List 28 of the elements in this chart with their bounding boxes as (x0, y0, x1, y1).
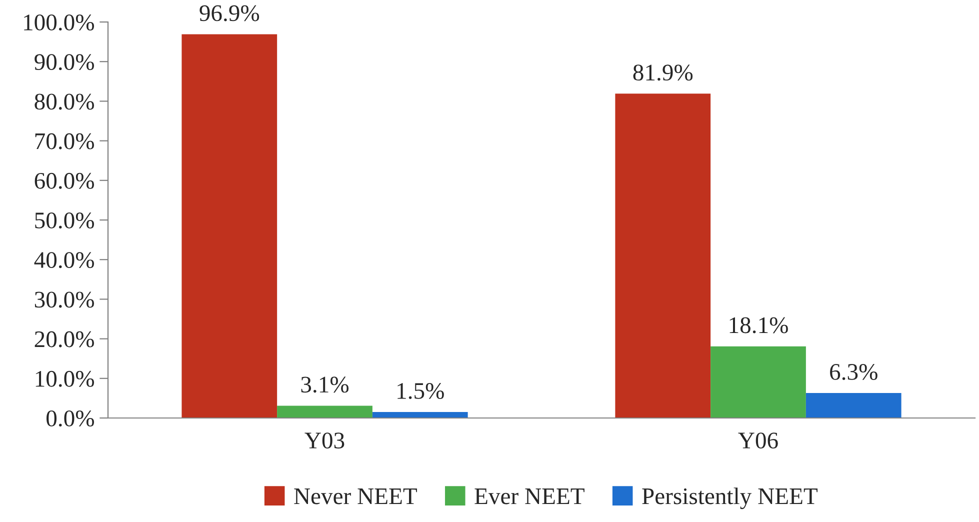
data-label: 96.9% (200, 5, 260, 22)
y-tick-label: 100.0% (24, 14, 94, 31)
bar (372, 412, 468, 418)
y-tick-label: 80.0% (34, 94, 94, 110)
y-tick-label: 90.0% (34, 54, 94, 70)
bar (615, 94, 711, 418)
x-tick-label: Y03 (304, 432, 344, 449)
y-tick-label: 30.0% (34, 292, 94, 308)
y-tick-label: 10.0% (36, 370, 94, 387)
legend-label: Ever NEET (474, 488, 584, 504)
data-label: 1.5% (398, 382, 444, 400)
y-tick-label: 20.0% (34, 331, 94, 348)
y-tick-label: 0.0% (46, 410, 94, 427)
x-tick-label: Y06 (738, 432, 778, 449)
legend-label: Never NEET (294, 488, 417, 504)
data-label: 6.3% (830, 364, 878, 380)
y-tick-label: 70.0% (35, 133, 94, 150)
data-label: 81.9% (633, 64, 693, 81)
data-label: 18.1% (730, 317, 788, 334)
bar (182, 34, 278, 418)
legend-label: Persistently NEET (642, 488, 818, 510)
data-label: 3.1% (301, 376, 349, 393)
y-tick-label: 40.0% (34, 252, 94, 268)
bar (710, 346, 806, 418)
y-tick-label: 60.0% (34, 172, 94, 189)
bar (806, 393, 902, 418)
bar (277, 406, 372, 418)
y-tick-label: 50.0% (35, 212, 94, 229)
